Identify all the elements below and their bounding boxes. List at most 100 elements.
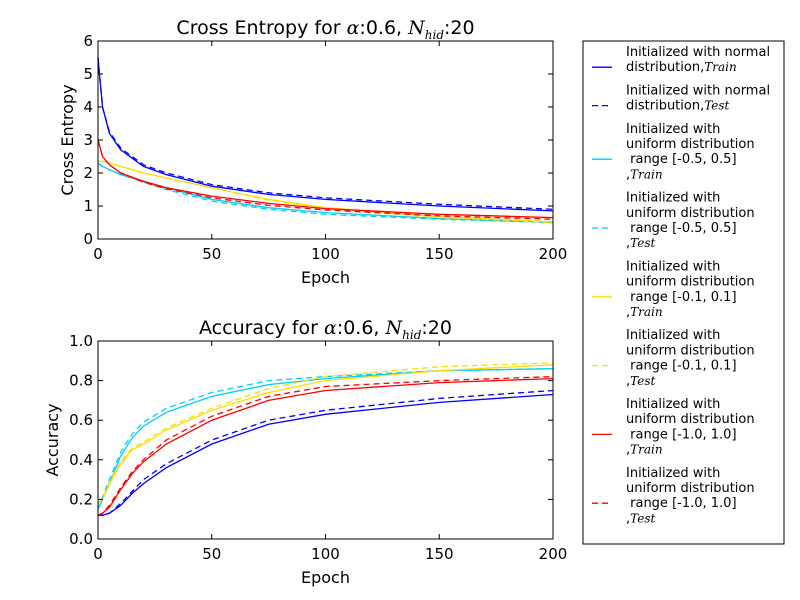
legend-label-line: range [-1.0, 1.0]: [626, 427, 737, 442]
legend-text: ,: [626, 167, 630, 182]
y-tick-label: 4: [83, 98, 93, 116]
x-tick-label: 150: [425, 245, 454, 263]
title-suffix: :20: [421, 317, 452, 339]
legend-text: ,: [626, 443, 630, 458]
series-line-6: [97, 377, 554, 516]
legend-text: Initialized with normal: [626, 45, 770, 60]
title-n: N: [385, 317, 404, 339]
legend-text: Initialized with: [626, 259, 720, 274]
title-subscript: hid: [425, 28, 445, 42]
y-tick-label: 6: [83, 32, 93, 50]
legend: Initialized with normaldistribution,Trai…: [582, 40, 785, 545]
legend-text: distribution,: [626, 99, 704, 114]
legend-text: range [-1.0, 1.0]: [626, 427, 737, 442]
legend-label-line: range [-0.5, 0.5]: [626, 221, 737, 236]
x-tick-label: 50: [202, 545, 221, 563]
x-tick-label: 0: [93, 545, 103, 563]
legend-label-line: uniform distribution: [626, 137, 755, 152]
legend-label-line: distribution,Train: [626, 60, 737, 75]
legend-label-line: Initialized with: [626, 466, 720, 481]
y-tick-label: 0.2: [69, 490, 93, 508]
legend-label-line: uniform distribution: [626, 412, 755, 427]
legend-text: range [-0.1, 0.1]: [626, 359, 737, 374]
legend-label-line: ,Test: [626, 236, 655, 251]
legend-set-label: Train: [704, 60, 736, 74]
legend-label-line: ,Train: [626, 167, 663, 182]
legend-set-label: Test: [630, 374, 655, 388]
legend-text: uniform distribution: [626, 137, 755, 152]
legend-label-line: Initialized with: [626, 397, 720, 412]
legend-text: ,: [626, 236, 630, 251]
x-tick-label: 200: [539, 245, 568, 263]
legend-label-line: ,Train: [626, 305, 663, 320]
legend-text: Initialized with: [626, 191, 720, 206]
y-tick-label: 0: [83, 230, 93, 248]
x-tick-label: 0: [93, 245, 103, 263]
legend-label-line: range [-1.0, 1.0]: [626, 496, 737, 511]
legend-text: uniform distribution: [626, 206, 755, 221]
series-line-7: [97, 139, 554, 220]
title-subscript: hid: [402, 328, 422, 342]
legend-set-label: Test: [630, 511, 655, 525]
legend-set-label: Test: [704, 99, 729, 113]
legend-label-line: Initialized with: [626, 191, 720, 206]
series-line-3: [97, 162, 554, 224]
y-axis-label: Cross Entropy: [58, 84, 77, 195]
y-tick-label: 0.6: [69, 411, 93, 429]
legend-text: Initialized with: [626, 397, 720, 412]
legend-text: Initialized with: [626, 328, 720, 343]
legend-text: ,: [626, 305, 630, 320]
legend-set-label: Train: [630, 167, 662, 181]
y-tick-label: 0.8: [69, 372, 93, 390]
y-tick-label: 5: [83, 65, 93, 83]
legend-set-label: Test: [630, 236, 655, 250]
legend-text: range [-1.0, 1.0]: [626, 496, 737, 511]
title-mid: :0.6,: [337, 317, 386, 339]
chart-title: Accuracy for α:0.6, Nhid:20: [199, 317, 452, 342]
legend-label-line: uniform distribution: [626, 275, 755, 290]
legend-text: Initialized with normal: [626, 83, 770, 98]
title-mid: :0.6,: [359, 17, 408, 39]
legend-label-line: Initialized with: [626, 259, 720, 274]
y-tick-label: 1: [83, 197, 93, 215]
legend-box: [582, 40, 785, 545]
legend-label-line: uniform distribution: [626, 343, 755, 358]
legend-label-line: Initialized with normal: [626, 83, 770, 98]
accuracy-chart: 0 50 100 150 200 0.0 0.2 0.4 0.6 0.8 1.0 Epoch Accur…: [43, 317, 567, 587]
legend-text: range [-0.5, 0.5]: [626, 221, 737, 236]
x-axis-label: Epoch: [301, 568, 350, 587]
title-alpha: α: [347, 17, 360, 39]
legend-label-line: uniform distribution: [626, 481, 755, 496]
legend-label-line: ,Test: [626, 511, 655, 526]
title-suffix: :20: [444, 17, 475, 39]
legend-label-line: Initialized with normal: [626, 45, 770, 60]
legend-label-line: range [-0.1, 0.1]: [626, 290, 737, 305]
chart-title: Cross Entropy for α:0.6, Nhid:20: [176, 17, 474, 42]
legend-label-line: Initialized with: [626, 328, 720, 343]
series-line-5: [98, 160, 554, 224]
y-axis-label: Accuracy: [43, 403, 62, 476]
x-axis-label: Epoch: [301, 268, 350, 287]
title-alpha: α: [324, 317, 337, 339]
legend-text: uniform distribution: [626, 275, 755, 290]
legend-text: uniform distribution: [626, 412, 755, 427]
series-line-5: [97, 362, 554, 504]
legend-label-line: range [-0.1, 0.1]: [626, 359, 737, 374]
y-tick-label: 2: [83, 164, 93, 182]
legend-label-line: ,Test: [626, 374, 655, 389]
y-tick-label: 1.0: [69, 332, 93, 350]
legend-text: Initialized with: [626, 466, 720, 481]
title-prefix: Cross Entropy for: [176, 17, 346, 39]
series-line-0: [97, 57, 554, 212]
legend-set-label: Train: [630, 443, 662, 457]
legend-text: uniform distribution: [626, 343, 755, 358]
legend-text: range [-0.5, 0.5]: [626, 152, 737, 167]
y-tick-label: 3: [83, 131, 93, 149]
legend-text: ,: [626, 511, 630, 526]
series-line-1: [98, 389, 554, 516]
legend-label-line: Initialized with: [626, 122, 720, 137]
legend-label-line: uniform distribution: [626, 206, 755, 221]
legend-text: Initialized with: [626, 122, 720, 137]
y-tick-label: 0.0: [69, 530, 93, 548]
